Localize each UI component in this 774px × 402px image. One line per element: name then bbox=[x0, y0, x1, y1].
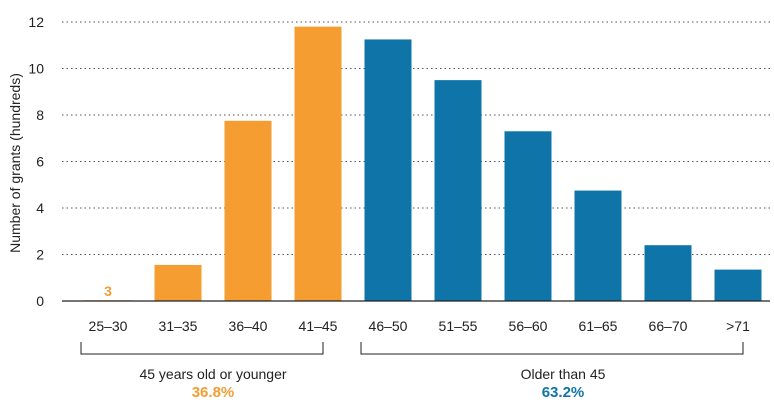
x-tick-label: 31–35 bbox=[159, 318, 198, 334]
bar bbox=[504, 131, 552, 301]
bar bbox=[364, 39, 412, 301]
bar bbox=[224, 120, 272, 301]
bar bbox=[294, 26, 342, 302]
y-tick-labels: 0 2 4 6 8 10 12 bbox=[28, 14, 44, 309]
y-tick-label: 10 bbox=[28, 61, 44, 77]
x-tick-label: 46–50 bbox=[369, 318, 408, 334]
y-tick-label: 8 bbox=[36, 107, 44, 123]
x-tick-label: >71 bbox=[726, 318, 750, 334]
x-tick-label: 56–60 bbox=[509, 318, 548, 334]
group-label: Older than 45 bbox=[521, 366, 606, 382]
x-tick-label: 66–70 bbox=[649, 318, 688, 334]
x-tick-label: 25–30 bbox=[89, 318, 128, 334]
y-tick-label: 4 bbox=[36, 200, 44, 216]
bar bbox=[434, 80, 482, 301]
bar bbox=[154, 264, 202, 301]
data-labels: 3 bbox=[104, 283, 112, 299]
gridlines bbox=[62, 21, 770, 255]
y-tick-label: 2 bbox=[36, 247, 44, 263]
group-bracket bbox=[360, 342, 744, 355]
x-tick-label: 41–45 bbox=[299, 318, 338, 334]
bar bbox=[644, 245, 692, 301]
x-tick-label: 36–40 bbox=[229, 318, 268, 334]
data-label: 3 bbox=[104, 283, 112, 299]
bars bbox=[84, 26, 762, 302]
group-bracket bbox=[80, 342, 324, 355]
x-tick-label: 61–65 bbox=[579, 318, 618, 334]
y-tick-label: 6 bbox=[36, 154, 44, 170]
group-percent: 36.8% bbox=[192, 384, 235, 401]
x-tick-label: 51–55 bbox=[439, 318, 478, 334]
group-percent: 63.2% bbox=[542, 384, 585, 401]
x-tick-labels: 25–30 31–35 36–40 41–45 46–50 51–55 56–60 61–65… bbox=[89, 318, 751, 334]
y-tick-label: 0 bbox=[36, 293, 44, 309]
y-axis-title: Number of grants (hundreds) bbox=[7, 73, 23, 253]
bar bbox=[574, 190, 622, 301]
bar bbox=[714, 269, 762, 301]
y-tick-label: 12 bbox=[28, 14, 44, 30]
group-label: 45 years old or younger bbox=[139, 366, 286, 382]
group-brackets: 45 years old or younger 36.8% Older than 4… bbox=[80, 342, 744, 401]
